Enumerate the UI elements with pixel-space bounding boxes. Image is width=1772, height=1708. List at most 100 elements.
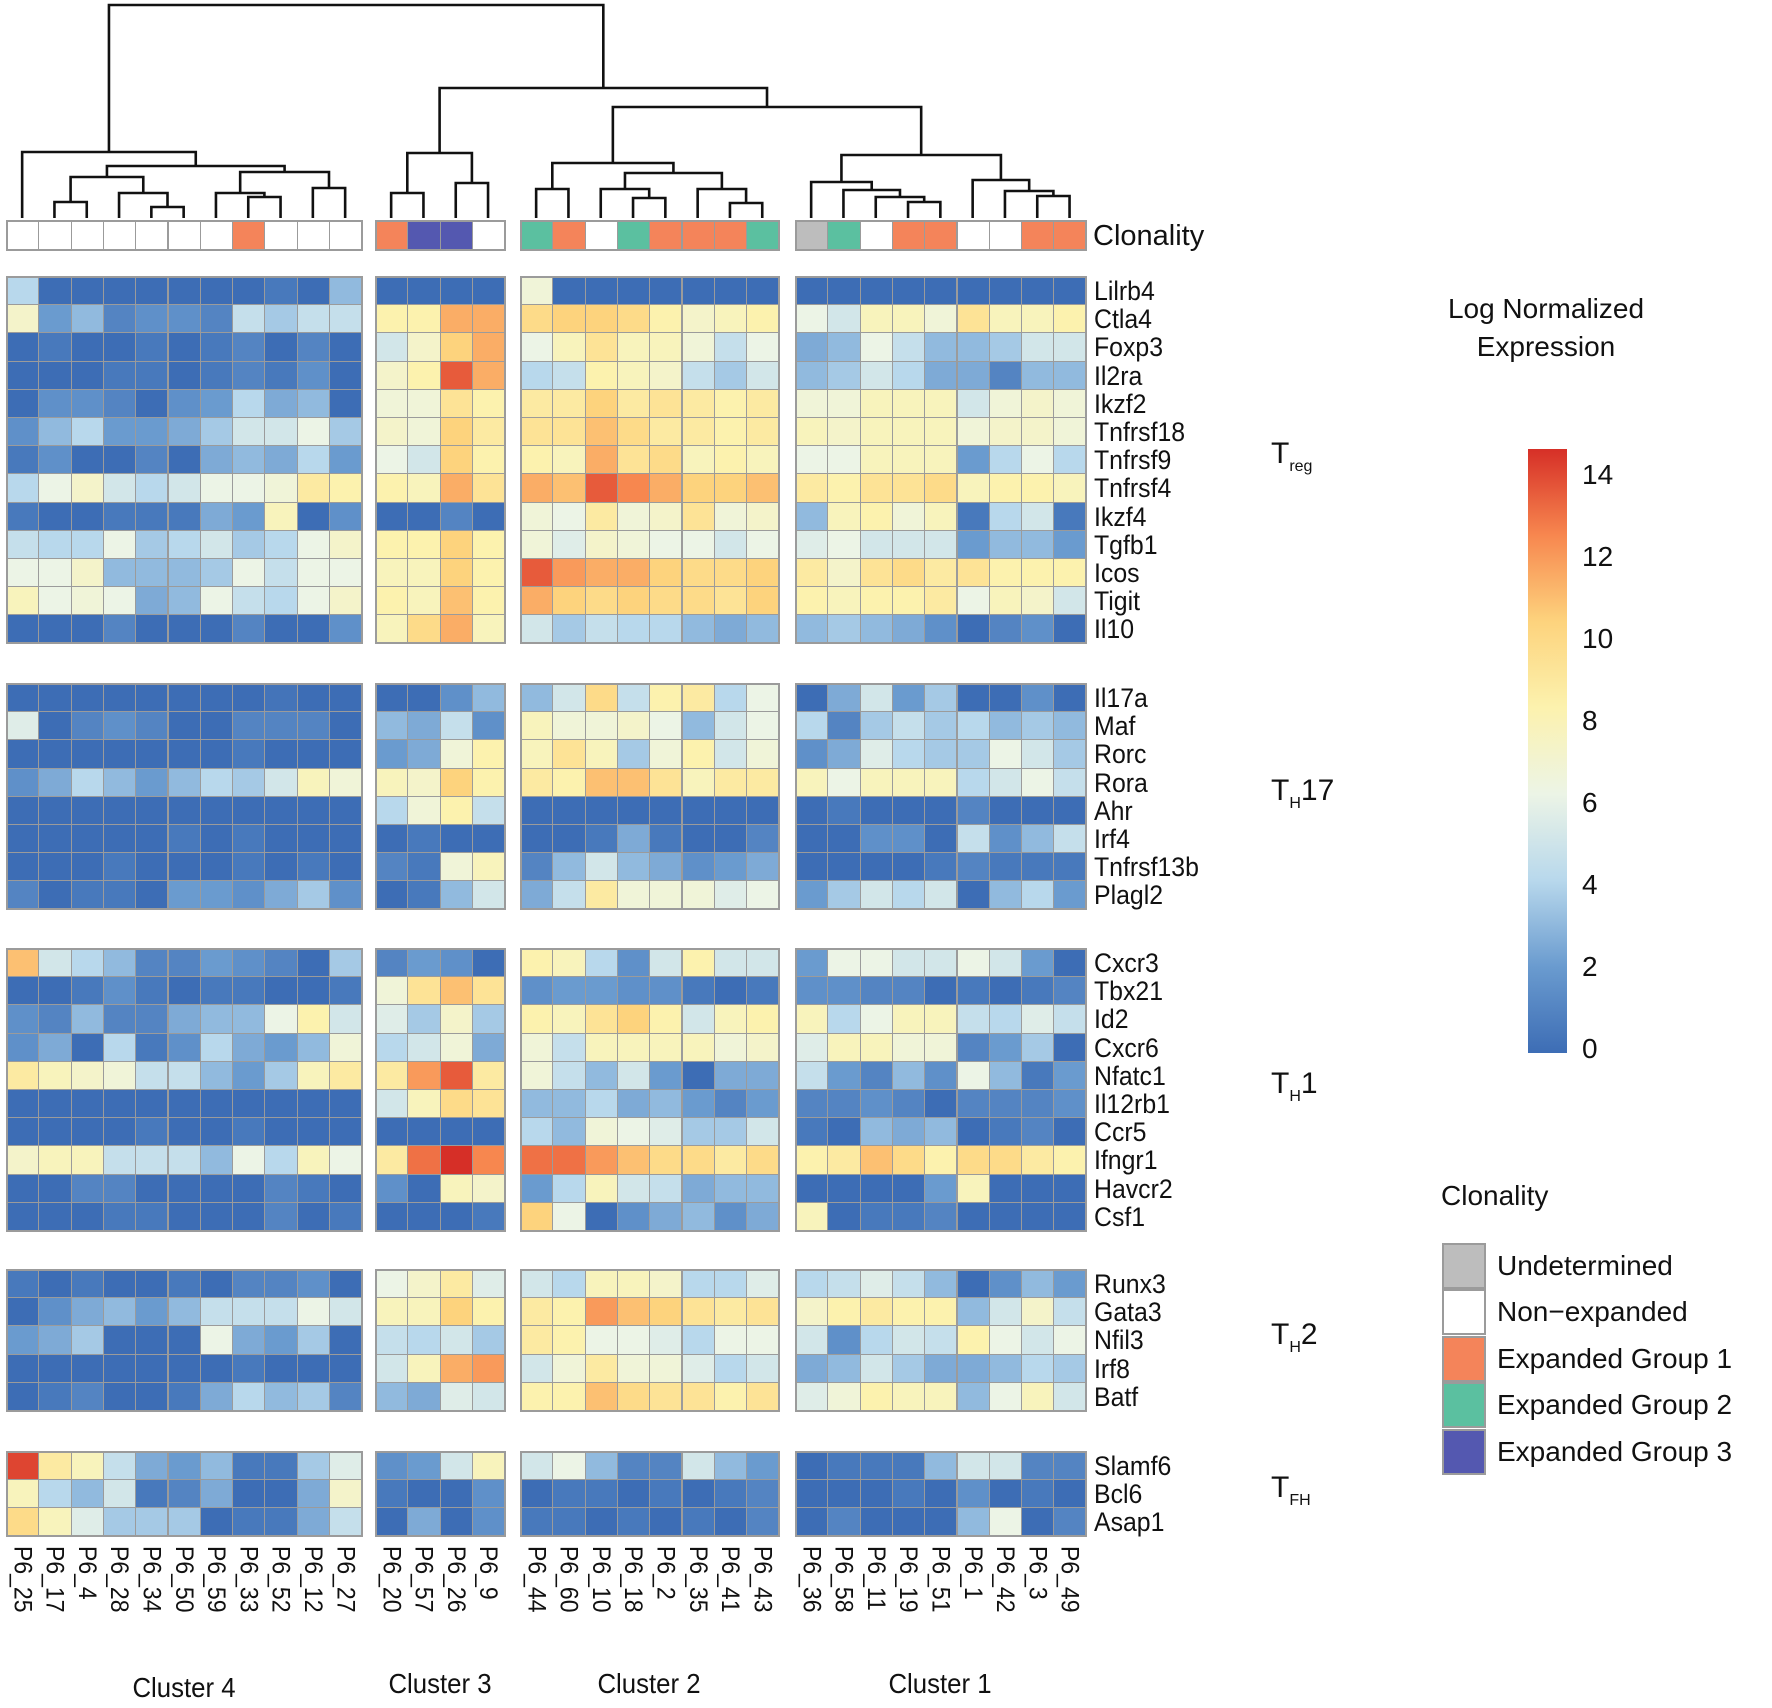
heatmap-cell [199,586,234,616]
heatmap-cell [746,1089,780,1119]
heatmap-cell [296,1507,330,1537]
heatmap-cell [167,795,201,825]
heatmap-cell [407,1004,441,1034]
heatmap-cell [681,1507,715,1537]
heatmap-cell [616,1004,651,1034]
heatmap-cell [70,558,104,588]
heatmap-cell [584,1297,618,1327]
heatmap-cell [471,417,506,447]
heatmap-cell [616,711,651,741]
heatmap-cell [38,1089,72,1119]
heatmap-cell [1021,614,1055,644]
heatmap-cell [375,880,409,910]
heatmap-cell [70,304,104,334]
heatmap-cell [6,501,40,531]
heatmap-cell [552,332,586,362]
gene-group-label: TFH [1271,1471,1311,1510]
heatmap-cell [924,1381,958,1411]
heatmap-cell [616,1381,651,1411]
heatmap-cell [264,360,298,390]
gene-group-label: TH17 [1271,774,1334,813]
heatmap-cell [167,1117,201,1147]
heatmap-cell [713,332,748,362]
heatmap-cell [471,1060,506,1090]
heatmap-cell [264,445,298,475]
heatmap-cell [616,558,651,588]
heatmap-cell [552,1145,586,1175]
heatmap-cell [102,1173,137,1203]
heatmap-cell [649,614,683,644]
heatmap-cell [1021,976,1055,1006]
dendrogram-branch [551,161,675,189]
heatmap-cell [329,332,363,362]
heatmap-cell [859,473,893,503]
group-label-subscript: FH [1289,1492,1311,1510]
heatmap-cell [681,1117,715,1147]
heatmap-cell [38,880,72,910]
heatmap-cell [232,1173,266,1203]
heatmap-cell [135,976,169,1006]
heatmap-cell [167,1004,201,1034]
heatmap-cell [859,388,893,418]
heatmap-cell [329,614,363,644]
heatmap-cell [135,1353,169,1383]
heatmap-cell [746,360,780,390]
heatmap-cell [167,1269,201,1299]
heatmap-cell [956,948,990,978]
heatmap-cell [891,683,926,713]
heatmap-cell [1053,473,1087,503]
heatmap-cell [859,880,893,910]
heatmap-cell [956,1297,990,1327]
clonality-cell [6,220,40,251]
heatmap-cell [956,824,990,854]
heatmap-cell [956,417,990,447]
heatmap-cell [167,1089,201,1119]
heatmap-cell [713,445,748,475]
heatmap-cell [956,1451,990,1481]
heatmap-cell [407,473,441,503]
heatmap-cell [471,360,506,390]
heatmap-cell [649,795,683,825]
heatmap-cell [6,824,40,854]
heatmap-cell [439,332,473,362]
heatmap-cell [471,795,506,825]
dendrogram-branch [406,151,474,193]
sample-label: P6_34 [137,1546,166,1613]
heatmap-cell [924,1117,958,1147]
heatmap-cell [1021,1173,1055,1203]
heatmap-cell [232,473,266,503]
heatmap-cell [859,614,893,644]
heatmap-cell [296,683,330,713]
heatmap-cell [329,1507,363,1537]
heatmap-cell [102,1479,137,1509]
heatmap-cell [471,1451,506,1481]
heatmap-cell [584,1117,618,1147]
heatmap-cell [924,332,958,362]
heatmap-cell [584,1269,618,1299]
heatmap-cell [329,558,363,588]
heatmap-cell [1021,276,1055,306]
colorbar-tick-label: 4 [1582,869,1598,900]
heatmap-cell [649,1145,683,1175]
heatmap-cell [520,529,554,559]
heatmap-cell [439,1089,473,1119]
heatmap-cell [375,852,409,882]
heatmap-cell [264,388,298,418]
heatmap-cell [167,586,201,616]
heatmap-cell [296,360,330,390]
heatmap-cell [439,767,473,797]
heatmap-cell [584,1201,618,1231]
dendrogram-branch [840,153,1003,182]
heatmap-cell [616,1297,651,1327]
heatmap-cell [407,795,441,825]
heatmap-cell [988,1381,1023,1411]
heatmap-cell [296,824,330,854]
heatmap-cell [135,473,169,503]
heatmap-cell [681,276,715,306]
heatmap-cell [199,1145,234,1175]
heatmap-cell [616,767,651,797]
heatmap-cell [584,824,618,854]
heatmap-cell [264,1089,298,1119]
heatmap-cell [584,1507,618,1537]
heatmap-cell [681,1060,715,1090]
